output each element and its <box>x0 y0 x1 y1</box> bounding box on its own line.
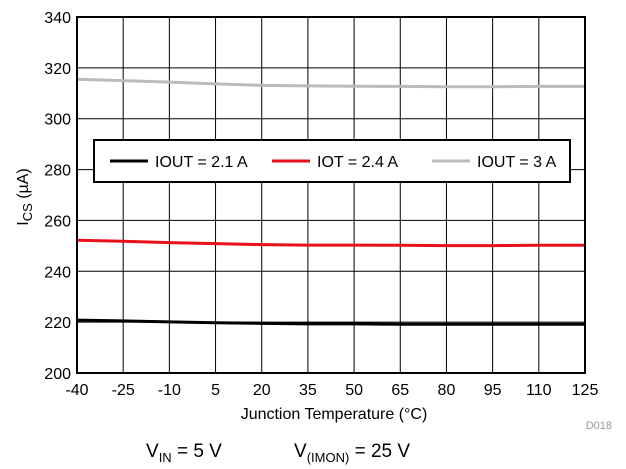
x-tick-label: 20 <box>253 382 271 399</box>
x-tick-label: 5 <box>211 382 220 399</box>
x-tick-label: 65 <box>391 382 409 399</box>
y-tick-label: 220 <box>44 315 71 332</box>
condition-vimon-sub: (IMON) <box>307 450 350 465</box>
x-axis-title: Junction Temperature (°C) <box>241 406 428 423</box>
x-tick-label: 125 <box>572 382 599 399</box>
plot-frame <box>76 16 586 374</box>
y-tick-label: 280 <box>44 163 71 180</box>
legend-label-2: IOT = 2.4 A <box>317 154 398 171</box>
x-tick-label: -40 <box>65 382 88 399</box>
y-tick-label: 340 <box>44 10 71 27</box>
condition-vin-main: V <box>146 441 159 462</box>
series-line-2 <box>76 238 585 248</box>
x-tick-label: 110 <box>526 382 552 399</box>
condition-vimon: V(IMON) = 25 V <box>294 441 410 465</box>
legend-label-3: IOUT = 3 A <box>477 154 557 171</box>
condition-vin: VIN = 5 V <box>146 441 222 465</box>
y-tick-label: 260 <box>44 213 71 230</box>
legend-label-1: IOUT = 2.1 A <box>155 154 248 171</box>
x-tick-label: 80 <box>438 382 456 399</box>
x-tick-label: -25 <box>112 382 135 399</box>
x-tick-label: 35 <box>299 382 317 399</box>
condition-vimon-main: V <box>294 441 307 462</box>
x-tick-label: 95 <box>484 382 502 399</box>
y-tick-labels: 200 220 240 260 280 300 320 340 <box>44 10 71 383</box>
x-tick-label: 50 <box>345 382 363 399</box>
figure-id: D018 <box>586 420 612 432</box>
y-tick-label: 300 <box>44 112 71 129</box>
series-line-3 <box>76 77 585 89</box>
y-tick-label: 240 <box>44 264 71 281</box>
y-axis-title-unit: (µA) <box>15 168 32 203</box>
grid <box>76 16 586 374</box>
series-line-1 <box>76 318 585 326</box>
condition-vin-rest: = 5 V <box>172 441 222 462</box>
condition-vin-sub: IN <box>159 450 172 465</box>
legend-box <box>93 139 571 183</box>
y-axis-title: ICS (µA) <box>15 168 35 226</box>
legend: IOUT = 2.1 A IOT = 2.4 A IOUT = 3 A <box>93 139 571 183</box>
y-tick-label: 200 <box>44 366 71 383</box>
condition-vimon-rest: = 25 V <box>349 441 410 462</box>
y-axis-title-main: I <box>15 221 32 225</box>
y-axis-title-sub: CS <box>20 203 35 221</box>
x-tick-labels: -40 -25 -10 5 20 35 50 65 80 95 110 125 <box>65 382 598 399</box>
series-lines <box>76 77 585 326</box>
y-tick-label: 320 <box>44 61 71 78</box>
x-tick-label: -10 <box>158 382 181 399</box>
